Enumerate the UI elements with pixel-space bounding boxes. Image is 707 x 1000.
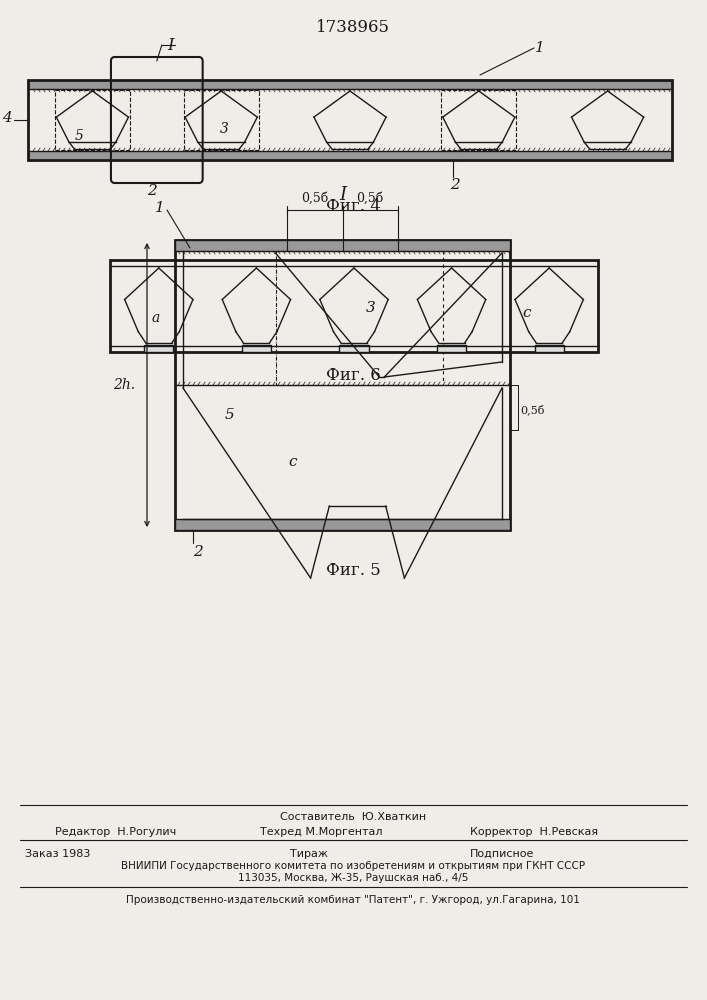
Bar xyxy=(55,90,130,150)
Bar xyxy=(175,519,510,530)
Text: Заказ 1983: Заказ 1983 xyxy=(25,849,90,859)
Text: Техред М.Моргентал: Техред М.Моргентал xyxy=(260,827,382,837)
Text: 2: 2 xyxy=(193,545,203,559)
Text: 3: 3 xyxy=(220,122,228,136)
Text: Редактор  Н.Рогулич: Редактор Н.Рогулич xyxy=(55,827,176,837)
Text: I: I xyxy=(339,186,346,204)
Text: 2: 2 xyxy=(450,178,460,192)
Bar xyxy=(144,345,173,352)
Text: Подписное: Подписное xyxy=(470,849,534,859)
Text: I: I xyxy=(167,36,173,53)
Bar xyxy=(175,519,510,530)
Bar xyxy=(175,240,510,251)
Bar xyxy=(276,251,443,385)
Text: 3: 3 xyxy=(366,301,376,315)
Text: c: c xyxy=(288,455,296,469)
Text: Тираж: Тираж xyxy=(290,849,328,859)
Bar xyxy=(175,240,510,530)
Text: a: a xyxy=(152,311,160,325)
Bar xyxy=(441,90,516,150)
Text: Фиг. 6: Фиг. 6 xyxy=(326,367,380,384)
Text: Производственно-издательский комбинат "Патент", г. Ужгород, ул.Гагарина, 101: Производственно-издательский комбинат "П… xyxy=(126,895,580,905)
Text: 4: 4 xyxy=(2,111,12,125)
Text: ВНИИПИ Государственного комитета по изобретениям и открытиям при ГКНТ СССР: ВНИИПИ Государственного комитета по изоб… xyxy=(121,861,585,871)
Bar xyxy=(534,345,564,352)
Bar xyxy=(184,90,259,150)
Text: 0,5б: 0,5б xyxy=(301,192,329,205)
Text: Составитель  Ю.Хваткин: Составитель Ю.Хваткин xyxy=(280,812,426,822)
Bar xyxy=(437,345,466,352)
Text: 5: 5 xyxy=(225,408,235,422)
Text: Фиг. 5: Фиг. 5 xyxy=(326,562,380,579)
Bar xyxy=(339,345,368,352)
Bar xyxy=(28,80,672,89)
Text: 0,5б: 0,5б xyxy=(356,192,384,205)
Text: 1738965: 1738965 xyxy=(316,19,390,36)
Bar xyxy=(175,240,510,251)
Text: c: c xyxy=(522,306,530,320)
Bar xyxy=(242,345,271,352)
Text: 2h.: 2h. xyxy=(113,378,135,392)
Text: 5: 5 xyxy=(75,128,84,142)
Bar xyxy=(110,260,598,352)
Bar xyxy=(28,80,672,160)
Text: Фиг. 4: Фиг. 4 xyxy=(325,198,380,215)
Text: 1: 1 xyxy=(535,41,545,55)
Text: 1: 1 xyxy=(156,201,165,215)
Text: Корректор  Н.Ревская: Корректор Н.Ревская xyxy=(470,827,598,837)
Text: 2: 2 xyxy=(147,184,157,198)
Text: 0,5б: 0,5б xyxy=(520,405,544,415)
Text: 113035, Москва, Ж-35, Раушская наб., 4/5: 113035, Москва, Ж-35, Раушская наб., 4/5 xyxy=(238,873,468,883)
Bar xyxy=(28,151,672,160)
